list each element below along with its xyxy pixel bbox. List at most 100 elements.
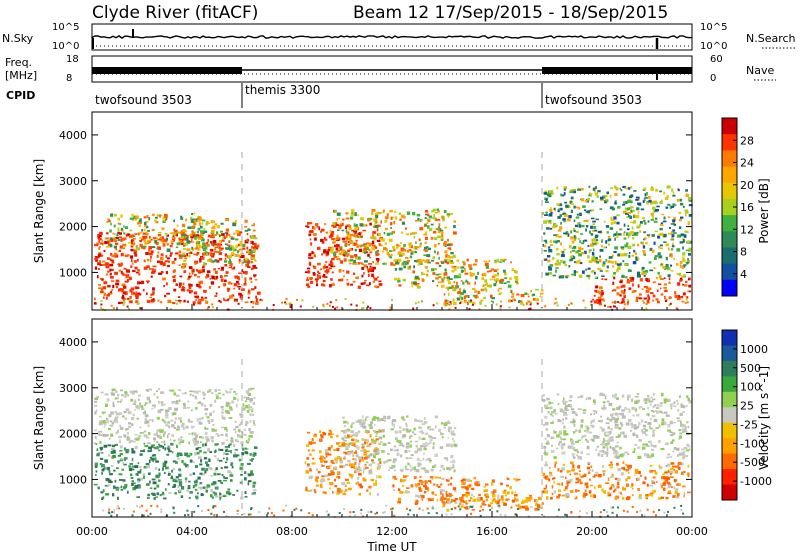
data-cell (349, 474, 352, 477)
data-cell (254, 243, 257, 245)
data-cell (153, 481, 157, 484)
data-cell (194, 274, 197, 276)
data-cell (407, 463, 409, 466)
data-cell (138, 399, 140, 401)
data-cell (448, 484, 450, 486)
data-cell (362, 302, 364, 304)
data-cell (354, 213, 357, 216)
data-cell (111, 465, 114, 467)
data-cell (451, 477, 453, 479)
data-cell (577, 260, 580, 263)
data-cell (492, 494, 496, 498)
data-cell (655, 231, 658, 233)
data-cell (214, 400, 216, 403)
data-cell (683, 471, 685, 473)
data-cell (604, 305, 606, 307)
data-cell (407, 212, 410, 215)
data-cell (496, 303, 498, 305)
data-cell (400, 242, 402, 244)
data-cell (118, 302, 120, 304)
data-cell (473, 496, 475, 498)
data-cell (547, 194, 551, 196)
data-cell (306, 444, 309, 447)
data-cell (121, 489, 123, 491)
data-cell (389, 210, 393, 213)
data-cell (197, 301, 201, 304)
data-cell (480, 506, 482, 508)
data-cell (316, 485, 319, 487)
data-cell (102, 244, 104, 246)
data-cell (173, 468, 175, 471)
data-cell (201, 468, 205, 471)
data-cell (663, 221, 667, 223)
data-cell (574, 412, 577, 414)
data-cell (571, 203, 574, 205)
data-cell (112, 422, 114, 424)
data-cell (590, 226, 593, 229)
data-cell (412, 270, 415, 273)
data-cell (250, 453, 252, 456)
data-cell (682, 259, 686, 262)
data-cell (206, 439, 209, 442)
data-cell (620, 432, 623, 435)
data-cell (559, 226, 562, 229)
data-cell (618, 233, 622, 235)
data-cell (688, 398, 690, 401)
data-cell (393, 249, 395, 252)
data-cell (211, 475, 213, 477)
data-cell (194, 292, 197, 295)
data-cell (652, 250, 655, 253)
data-cell (470, 300, 472, 302)
data-cell (656, 407, 659, 409)
data-cell (562, 251, 564, 254)
data-cell (607, 192, 610, 195)
data-cell (178, 469, 181, 471)
data-cell (273, 304, 275, 306)
data-cell (415, 302, 417, 304)
data-cell (436, 262, 440, 264)
data-cell (661, 422, 664, 425)
data-cell (233, 429, 236, 431)
data-cell (170, 232, 173, 234)
data-cell (238, 303, 240, 305)
data-cell (672, 439, 675, 441)
data-cell (409, 457, 413, 459)
data-cell (187, 488, 190, 490)
data-cell (220, 482, 222, 484)
data-cell (183, 407, 186, 409)
data-cell (147, 259, 149, 262)
data-cell (310, 257, 314, 259)
data-cell (667, 185, 671, 188)
data-cell (624, 188, 627, 190)
data-cell (372, 270, 374, 273)
data-cell (363, 248, 366, 250)
data-cell (342, 417, 345, 419)
data-cell (104, 459, 108, 462)
data-cell (181, 495, 183, 498)
data-cell (515, 499, 518, 502)
data-cell (660, 233, 663, 236)
data-cell (406, 491, 410, 494)
data-cell (622, 497, 624, 500)
data-cell (588, 268, 591, 270)
data-cell (371, 212, 373, 215)
data-cell (421, 300, 423, 302)
data-cell (598, 231, 602, 233)
data-cell (562, 452, 566, 455)
data-cell (332, 222, 335, 225)
data-cell (199, 436, 202, 438)
data-cell (221, 442, 224, 445)
data-cell (144, 260, 146, 263)
data-cell (198, 228, 201, 231)
data-cell (604, 221, 606, 223)
data-cell (114, 418, 117, 420)
data-cell (605, 240, 607, 244)
data-cell (217, 225, 221, 228)
data-cell (590, 413, 592, 415)
data-cell (193, 254, 197, 256)
data-cell (335, 461, 338, 464)
data-cell (444, 260, 446, 262)
data-cell (574, 270, 577, 273)
data-cell (651, 219, 654, 221)
data-cell (488, 260, 490, 262)
